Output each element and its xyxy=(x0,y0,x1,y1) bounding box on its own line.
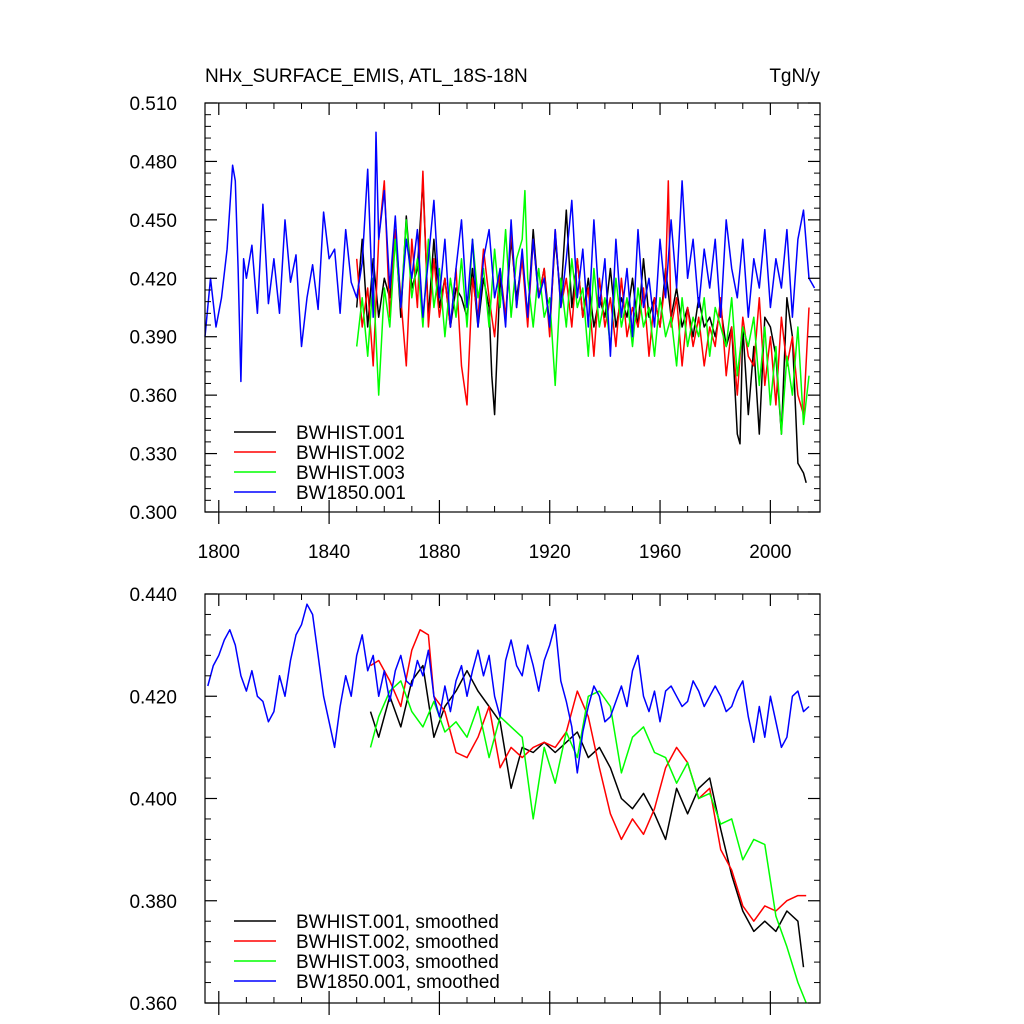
x-tick-label: 1840 xyxy=(308,542,350,563)
x-tick-label: 1880 xyxy=(418,542,460,563)
series-line-1-0 xyxy=(369,664,805,968)
y-tick-label: 0.380 xyxy=(129,892,177,913)
x-tick-label: 1960 xyxy=(639,542,681,563)
top-panel: NHx_SURFACE_EMIS, ATL_18S-18N TgN/y 0.30… xyxy=(129,66,821,563)
bottom-panel: 0.360 0.380 0.400 0.420 0.440 BWHIST.001, smo… xyxy=(129,585,821,1015)
y-tick-label: 0.400 xyxy=(129,790,177,811)
y-tick-label: 0.360 xyxy=(129,994,177,1015)
legend-label: BWHIST.003, smoothed xyxy=(296,952,499,973)
y-tick-label: 0.420 xyxy=(129,269,177,290)
series-line-1-2 xyxy=(369,680,807,1004)
plot-frame xyxy=(204,102,821,513)
y-tick-label: 0.440 xyxy=(129,585,177,606)
y-tick-label: 0.480 xyxy=(129,152,177,173)
y-tick-label: 0.390 xyxy=(129,328,177,349)
legend-label: BWHIST.002, smoothed xyxy=(296,932,499,953)
y-tick-label: 0.510 xyxy=(129,94,177,115)
chart-title: NHx_SURFACE_EMIS, ATL_18S-18N xyxy=(205,66,528,87)
series-line-0-2 xyxy=(355,189,810,435)
y-tick-label: 0.360 xyxy=(129,386,177,407)
y-tick-label: 0.420 xyxy=(129,687,177,708)
x-tick-label: 1920 xyxy=(529,542,571,563)
legend-label: BW1850.001 xyxy=(296,483,406,504)
series-line-1-3 xyxy=(207,603,810,774)
chart-units: TgN/y xyxy=(769,66,820,87)
legend-label: BWHIST.002 xyxy=(296,443,405,464)
x-tick-label: 2000 xyxy=(749,542,791,563)
x-tick-label: 1800 xyxy=(198,542,240,563)
series-line-1-1 xyxy=(370,629,807,922)
series-line-0-3 xyxy=(204,131,816,383)
legend-label: BWHIST.001 xyxy=(296,423,405,444)
y-tick-label: 0.300 xyxy=(129,503,177,524)
y-tick-label: 0.450 xyxy=(129,211,177,232)
legend-label: BWHIST.003 xyxy=(296,463,405,484)
legend-label: BW1850.001, smoothed xyxy=(296,972,500,993)
legend-label: BWHIST.001, smoothed xyxy=(296,912,499,933)
y-tick-label: 0.330 xyxy=(129,445,177,466)
series-line-0-1 xyxy=(355,170,810,416)
